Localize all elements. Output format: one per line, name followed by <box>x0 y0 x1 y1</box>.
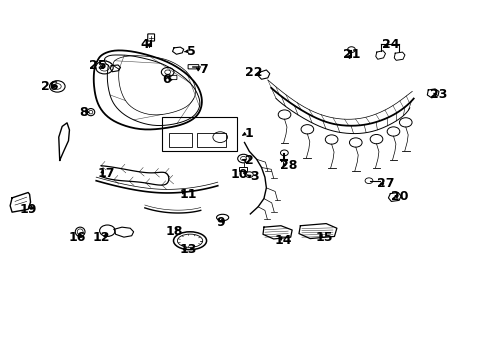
Text: 16: 16 <box>68 231 85 244</box>
Text: 7: 7 <box>199 63 207 76</box>
Text: 20: 20 <box>390 190 408 203</box>
Text: 27: 27 <box>376 177 393 190</box>
Text: 14: 14 <box>274 234 291 247</box>
Bar <box>238 167 247 171</box>
Text: 12: 12 <box>92 231 110 244</box>
Text: 22: 22 <box>245 66 263 79</box>
Text: 4: 4 <box>140 38 149 51</box>
Text: 23: 23 <box>429 88 447 101</box>
Bar <box>162 117 237 152</box>
Text: 11: 11 <box>180 188 197 201</box>
Text: 1: 1 <box>244 127 253 140</box>
Text: 5: 5 <box>186 45 195 58</box>
Text: 19: 19 <box>20 203 37 216</box>
Text: 2: 2 <box>244 154 253 167</box>
Text: 9: 9 <box>215 216 224 229</box>
Text: 24: 24 <box>381 38 398 51</box>
Text: 10: 10 <box>230 168 248 181</box>
Bar <box>197 133 225 147</box>
Text: 25: 25 <box>89 59 106 72</box>
Text: 18: 18 <box>165 225 183 238</box>
Text: 3: 3 <box>249 170 258 183</box>
Text: 26: 26 <box>41 80 59 93</box>
Text: 15: 15 <box>315 231 333 244</box>
Text: 13: 13 <box>180 243 197 256</box>
Text: 28: 28 <box>279 159 296 172</box>
Text: 21: 21 <box>342 49 360 62</box>
Text: 8: 8 <box>80 105 88 119</box>
Bar <box>169 133 192 147</box>
Text: 6: 6 <box>162 73 171 86</box>
Text: 17: 17 <box>97 167 115 180</box>
